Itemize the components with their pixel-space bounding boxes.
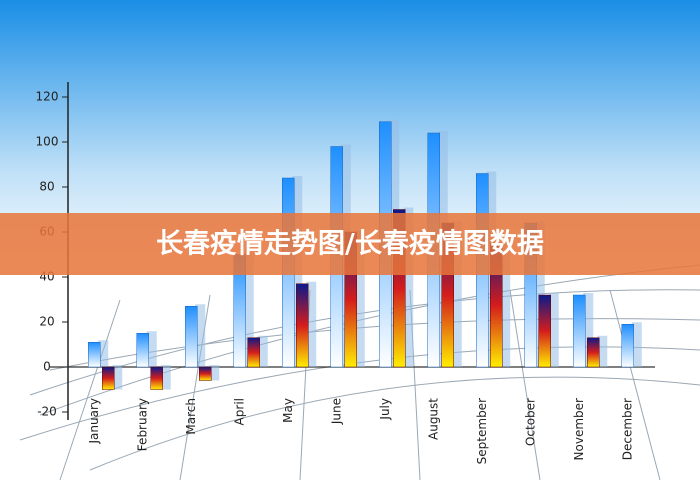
y-tick-label: 80 (39, 180, 54, 194)
bar-shadow (257, 335, 268, 367)
bar-shadow (209, 365, 220, 381)
x-tick-label: May (281, 398, 295, 423)
bar-shadow (306, 281, 317, 367)
banner-title: 长春疫情走势图/长春疫情图数据 (156, 228, 544, 260)
x-tick-label: March (184, 398, 198, 435)
x-tick-label: November (572, 398, 586, 460)
bar-shadow (112, 365, 123, 390)
bar (136, 333, 149, 368)
bar-shadow (354, 230, 365, 367)
y-tick-label: 0 (43, 360, 51, 374)
bar-shadow (451, 221, 462, 367)
x-tick-label: July (378, 398, 392, 421)
y-tick-label: -20 (37, 405, 57, 419)
bar-shadow (583, 293, 594, 367)
y-tick-label: 120 (36, 90, 59, 104)
x-tick-label: August (426, 398, 440, 440)
y-tick-label: 20 (39, 315, 54, 329)
bar-shadow (548, 293, 559, 367)
bar-shadow (146, 331, 157, 367)
bar (587, 337, 600, 368)
bar-shadow (160, 365, 171, 390)
banner (0, 213, 700, 275)
bar (247, 337, 260, 368)
y-tick-label: 100 (36, 135, 59, 149)
x-tick-label: April (232, 398, 246, 425)
x-tick-label: June (329, 398, 343, 425)
bar (102, 366, 115, 390)
bar-shadow (534, 221, 545, 367)
bar-shadow (195, 304, 206, 367)
bar (88, 342, 101, 368)
bar (150, 366, 163, 390)
bar-shadow (631, 322, 642, 367)
bar-shadow (500, 241, 511, 367)
x-tick-label: October (523, 398, 537, 446)
bar (621, 324, 634, 368)
bar (538, 294, 551, 368)
bar-shadow (98, 340, 109, 367)
bar (296, 283, 309, 368)
bar (185, 306, 198, 368)
x-tick-label: September (475, 398, 489, 464)
x-tick-label: February (135, 398, 149, 451)
x-tick-label: January (87, 398, 101, 445)
x-tick-label: December (620, 398, 634, 460)
bar (573, 294, 586, 368)
bar-shadow (403, 207, 414, 367)
bar-shadow (597, 335, 608, 367)
bar-shadow (243, 252, 254, 367)
bar (199, 366, 212, 381)
